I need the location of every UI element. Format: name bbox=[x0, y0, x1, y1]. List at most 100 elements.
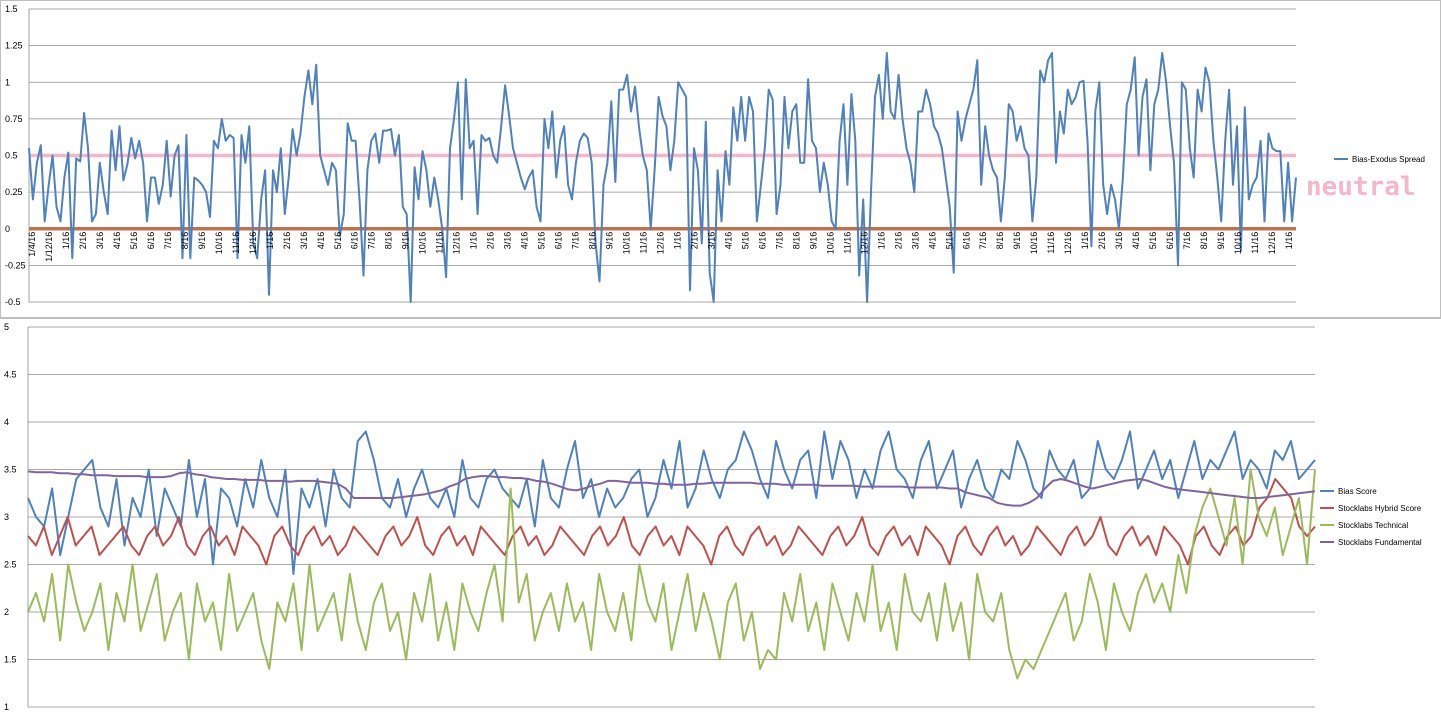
y-tick-label: 0.25 bbox=[5, 187, 23, 197]
x-tick-label: 1/16 bbox=[469, 232, 479, 250]
x-tick-label: 5/16 bbox=[537, 232, 547, 250]
x-tick-label: 5/16 bbox=[333, 232, 343, 250]
y-tick-label: 1 bbox=[5, 77, 10, 87]
x-tick-label: 7/16 bbox=[978, 232, 988, 250]
y-tick-label: 2 bbox=[4, 607, 9, 617]
y-tick-label: 4 bbox=[4, 417, 9, 427]
legend-label: Stocklabs Technical bbox=[1338, 521, 1408, 530]
x-tick-label: 12/16 bbox=[1063, 232, 1073, 255]
x-tick-label: 10/16 bbox=[214, 232, 224, 255]
x-tick-label: 5/16 bbox=[740, 232, 750, 250]
y-tick-label: 2.5 bbox=[4, 560, 17, 570]
x-tick-label: 1/16 bbox=[876, 232, 886, 250]
x-tick-label: 10/16 bbox=[1029, 232, 1039, 255]
x-tick-label: 5/16 bbox=[129, 232, 139, 250]
spread-chart-panel: -0.5 -0.25 0 0.25 0.5 0.75 1 1.25 1.5 1/4/16 1/12/… bbox=[0, 0, 1441, 318]
x-tick-label: 9/16 bbox=[197, 232, 207, 250]
x-tick-label: 3/16 bbox=[299, 232, 309, 250]
x-tick-label: 7/16 bbox=[367, 232, 377, 250]
x-tick-label: 7/16 bbox=[774, 232, 784, 250]
x-tick-label: 2/16 bbox=[78, 232, 88, 250]
x-tick-label: 1/16 bbox=[61, 232, 71, 250]
x-tick-label: 4/16 bbox=[927, 232, 937, 250]
x-tick-label: 3/16 bbox=[95, 232, 105, 250]
x-tick-label: 5/16 bbox=[1148, 232, 1158, 250]
x-tick-label: 9/16 bbox=[605, 232, 615, 250]
y-tick-label: 3 bbox=[4, 512, 9, 522]
scores-chart: 1 1.5 2 2.5 3 3.5 4 4.5 5 Bias Score Stocklabs Hyb… bbox=[4, 322, 1422, 712]
x-tick-label: 2/16 bbox=[1097, 232, 1107, 250]
x-tick-label: 4/16 bbox=[1131, 232, 1141, 250]
legend-label: Bias-Exodus Spread bbox=[1352, 155, 1425, 164]
x-tick-label: 1/16 bbox=[1080, 232, 1090, 250]
x-tick-label: 6/16 bbox=[554, 232, 564, 250]
x-tick-label: 8/16 bbox=[995, 232, 1005, 250]
x-tick-label: 6/16 bbox=[1165, 232, 1175, 250]
y-tick-label: 0.75 bbox=[5, 114, 23, 124]
x-tick-label: 12/16 bbox=[656, 232, 666, 255]
x-tick-label: 9/16 bbox=[1216, 232, 1226, 250]
x-tick-label: 8/16 bbox=[588, 232, 598, 250]
x-tick-label: 12/16 bbox=[452, 232, 462, 255]
legend-label: Bias Score bbox=[1338, 487, 1377, 496]
x-tick-label: 8/16 bbox=[384, 232, 394, 250]
y-tick-label: -0.25 bbox=[5, 260, 26, 270]
x-tick-label: 7/16 bbox=[1182, 232, 1192, 250]
x-tick-label: 12/16 bbox=[859, 232, 869, 255]
series-line-stocklabs-technical bbox=[27, 468, 1316, 680]
x-tick-label: 10/16 bbox=[1233, 232, 1243, 255]
y-tick-label: 1 bbox=[4, 702, 9, 712]
x-tick-label: 11/16 bbox=[1046, 232, 1056, 254]
x-tick-label: 3/16 bbox=[706, 232, 716, 250]
x-tick-label: 12/16 bbox=[1267, 232, 1277, 255]
x-tick-label: 3/16 bbox=[1114, 232, 1124, 250]
x-tick-label: 1/16 bbox=[672, 232, 682, 250]
series-line-stocklabs-hybrid-score bbox=[27, 478, 1316, 566]
y-tick-label: 1.5 bbox=[4, 655, 17, 665]
x-tick-label: 8/16 bbox=[791, 232, 801, 250]
x-tick-label: 10/16 bbox=[418, 232, 428, 255]
spread-chart: -0.5 -0.25 0 0.25 0.5 0.75 1 1.25 1.5 1/4/16 1/12/… bbox=[5, 4, 1425, 307]
x-tick-label: 1/16 bbox=[265, 232, 275, 250]
x-tick-label: 8/16 bbox=[1199, 232, 1209, 250]
x-tick-label: 11/16 bbox=[842, 232, 852, 254]
y-tick-label: 1.25 bbox=[5, 41, 23, 51]
x-tick-label: 1/4/16 bbox=[27, 232, 37, 257]
neutral-annotation: neutral bbox=[1306, 172, 1416, 202]
x-tick-label: 5/16 bbox=[944, 232, 954, 250]
x-tick-label: 2/16 bbox=[893, 232, 903, 250]
x-tick-label: 1/16 bbox=[1284, 232, 1294, 250]
y-tick-label: 1.5 bbox=[5, 4, 18, 14]
x-tick-label: 10/16 bbox=[825, 232, 835, 255]
x-tick-label: 4/16 bbox=[723, 232, 733, 250]
x-tick-label: 6/16 bbox=[350, 232, 360, 250]
series-line-stocklabs-fundamental bbox=[27, 470, 1316, 507]
y-tick-label: 0.5 bbox=[5, 151, 18, 161]
x-tick-label: 4/16 bbox=[112, 232, 122, 250]
y-tick-label: 0 bbox=[5, 224, 10, 234]
scores-chart-panel: 1 1.5 2 2.5 3 3.5 4 4.5 5 Bias Score Stocklabs Hyb… bbox=[0, 318, 1441, 717]
x-tick-label: 1/12/16 bbox=[44, 232, 54, 262]
x-tick-label: 9/16 bbox=[808, 232, 818, 250]
x-tick-label: 6/16 bbox=[146, 232, 156, 250]
y-tick-label: 4.5 bbox=[4, 370, 17, 380]
x-tick-label: 12/16 bbox=[248, 232, 258, 255]
x-tick-label: 8/16 bbox=[180, 232, 190, 250]
legend-label: Stocklabs Hybrid Score bbox=[1338, 504, 1422, 513]
series-line-bias-score bbox=[27, 430, 1316, 575]
x-tick-label: 4/16 bbox=[316, 232, 326, 250]
x-tick-label: 11/16 bbox=[639, 232, 649, 254]
x-tick-label: 6/16 bbox=[757, 232, 767, 250]
x-tick-label: 11/16 bbox=[231, 232, 241, 254]
y-tick-label: 3.5 bbox=[4, 465, 17, 475]
x-tick-label: 2/16 bbox=[689, 232, 699, 250]
x-tick-label: 4/16 bbox=[520, 232, 530, 250]
series-line-bias-exodus-spread bbox=[28, 52, 1297, 303]
x-tick-label: 6/16 bbox=[961, 232, 971, 250]
x-tick-label: 2/16 bbox=[282, 232, 292, 250]
x-tick-label: 7/16 bbox=[163, 232, 173, 250]
x-tick-label: 9/16 bbox=[401, 232, 411, 250]
x-tick-label: 7/16 bbox=[571, 232, 581, 250]
x-tick-label: 10/16 bbox=[622, 232, 632, 255]
x-tick-label: 11/16 bbox=[435, 232, 445, 254]
